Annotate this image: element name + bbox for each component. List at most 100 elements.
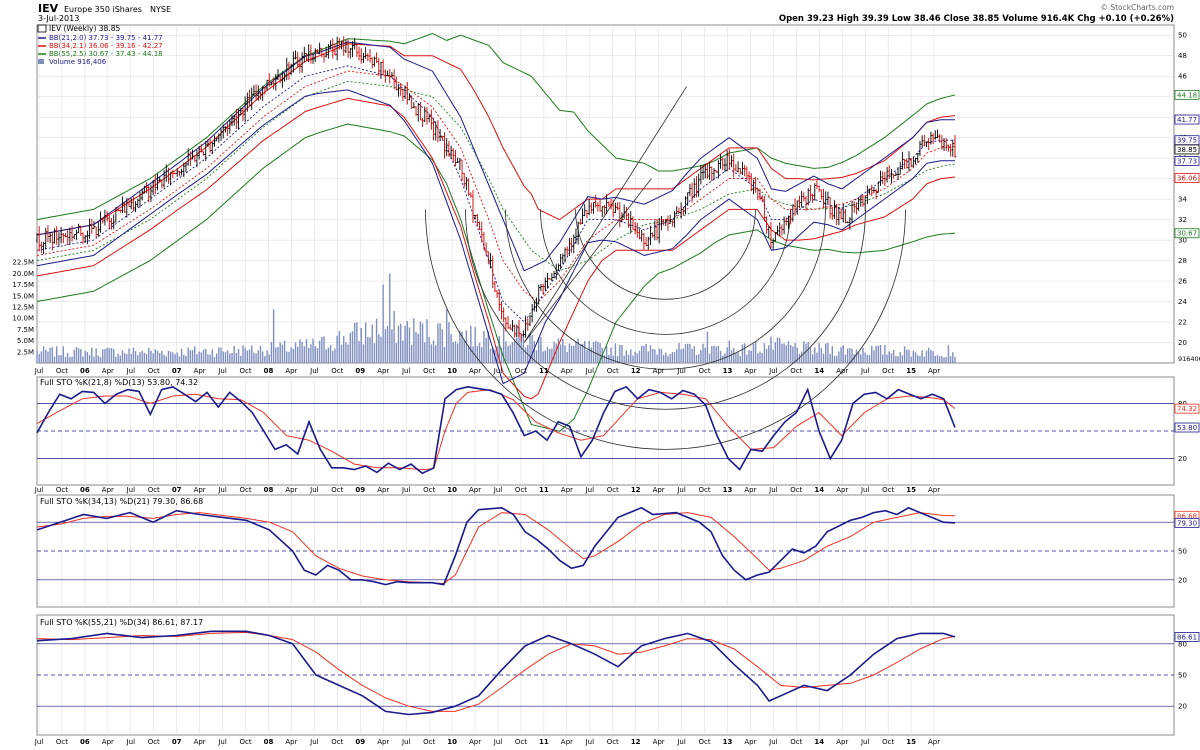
volume-bar [748,350,750,363]
volume-bar [202,349,205,363]
volume-bar [130,353,132,363]
price-tick-label: 50 [1178,32,1187,40]
volume-bar [581,343,584,363]
x-axis-tick-label: Oct [607,738,619,746]
volume-bar [743,343,746,363]
price-value-tag [1174,144,1200,155]
volume-bar [483,331,485,363]
volume-bar [881,354,884,363]
volume-bar [251,345,253,363]
x-axis-tick-label: Oct [882,367,894,375]
x-axis-tick-label: 12 [631,367,641,375]
volume-bar [842,345,844,363]
volume-bar [56,346,58,363]
volume-bar [851,348,853,363]
volume-bar [233,345,235,363]
x-axis-tick-label: Jul [768,738,778,746]
volume-bar [66,353,69,363]
volume-bar [531,335,533,363]
fan-arc [505,209,826,370]
bb3-lower-band [36,123,956,432]
volume-bar [768,345,770,363]
volume-bar [209,354,211,363]
volume-bar [448,322,450,363]
volume-bar [158,352,161,363]
volume-bar [417,333,419,363]
volume-bar [340,344,343,363]
volume-bar [384,329,387,363]
price-value-tag [1174,89,1200,100]
volume-bar [86,351,89,363]
volume-bar [555,343,557,363]
price-value-label: 30.67 [1177,230,1197,238]
volume-bar [586,349,588,363]
volume-bar [441,329,444,363]
volume-bar [513,338,516,363]
x-axis-tick-label: Apr [928,738,940,746]
volume-bar [691,348,693,363]
volume-bar [505,341,507,363]
volume-bar [868,355,871,363]
bb2-middle-band [36,70,956,303]
x-axis-tick-label: Oct [331,367,343,375]
volume-bar [205,348,207,363]
volume-bar [540,337,542,363]
x-axis-tick-label: 06 [80,367,90,375]
price-panel [36,24,1175,364]
volume-bar [807,342,809,363]
volume-bar [399,323,402,363]
stochastic-tick-label: 20 [1178,576,1187,584]
volume-bar [901,355,904,363]
x-axis-tick-label: Oct [148,738,160,746]
volume-bar [329,344,332,363]
volume-bar [693,346,695,363]
volume-bar [198,351,200,363]
volume-bar [862,347,864,363]
volume-bar [299,339,301,363]
volume-bar [770,336,772,363]
price-value-tag [1174,114,1200,125]
volume-bar [108,348,111,363]
volume-bar [242,345,244,363]
volume-bar [897,356,899,363]
volume-bar [115,356,117,363]
fan-arc [425,209,906,450]
volume-swatch [38,59,44,64]
x-axis-tick-label: Apr [469,367,481,375]
volume-bar [224,352,227,363]
x-axis-tick-label: Oct [790,738,802,746]
volume-bar [759,351,761,363]
volume-bar [871,345,873,363]
volume-bar [954,356,956,363]
volume-bar [678,343,680,363]
volume-bar [676,349,678,363]
x-axis-tick-label: Apr [561,367,573,375]
price-legend: IEV (Weekly) 38.85 BB(21,2.0) 37.73 - 39… [37,24,163,66]
volume-bar [917,355,919,363]
volume-bar [713,345,715,363]
volume-bar [347,344,349,363]
volume-bar [112,349,115,363]
volume-bar [259,345,262,363]
volume-bar [511,342,514,363]
volume-bar [684,344,687,363]
volume-bar [474,327,476,363]
x-axis-tick-label: Jul [585,486,595,494]
volume-bar [288,351,290,363]
price-value-label: 36.06 [1177,175,1198,183]
volume-bar [264,356,266,363]
bb3-upper-band [36,32,956,221]
volume-bar [835,355,838,363]
volume-last-label: 916406 [1178,355,1200,363]
volume-bar [647,351,649,363]
volume-bar [833,355,836,363]
volume-bar [174,354,176,363]
x-axis-tick-label: Apr [744,486,756,494]
volume-bar [640,345,643,363]
volume-bar [783,343,785,363]
volume-bar [88,355,91,363]
volume-bar [820,347,823,363]
volume-bar [345,342,347,363]
volume-bar [443,346,446,363]
